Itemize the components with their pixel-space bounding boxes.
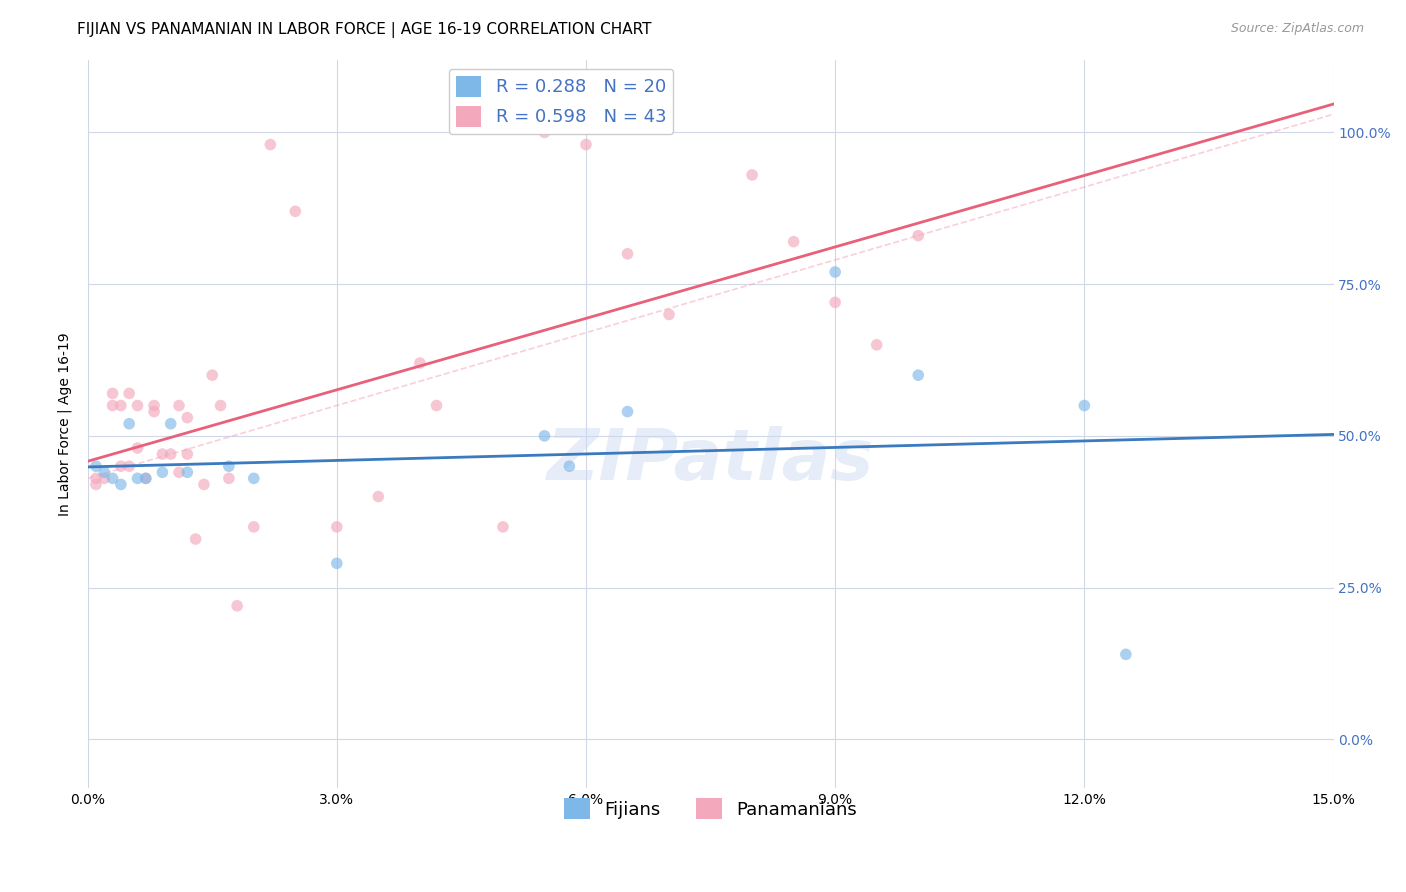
Point xyxy=(209,399,232,413)
Point xyxy=(824,295,846,310)
Point xyxy=(118,417,141,431)
Point xyxy=(741,168,763,182)
Point xyxy=(575,137,598,152)
Point xyxy=(101,399,124,413)
Point xyxy=(84,459,107,474)
Point xyxy=(367,490,389,504)
Point xyxy=(101,386,124,401)
Legend: Fijians, Panamanians: Fijians, Panamanians xyxy=(557,791,865,826)
Point xyxy=(127,399,149,413)
Point xyxy=(193,477,215,491)
Point xyxy=(242,471,264,485)
Point xyxy=(1115,648,1137,662)
Point xyxy=(326,557,349,571)
Point xyxy=(782,235,804,249)
Point xyxy=(127,471,149,485)
Point xyxy=(242,520,264,534)
Point xyxy=(907,228,929,243)
Point xyxy=(167,399,190,413)
Point xyxy=(93,465,115,479)
Text: ZIPatlas: ZIPatlas xyxy=(547,425,875,495)
Point xyxy=(616,404,638,418)
Point xyxy=(135,471,157,485)
Point xyxy=(425,399,447,413)
Point xyxy=(143,404,166,418)
Point xyxy=(616,247,638,261)
Text: Source: ZipAtlas.com: Source: ZipAtlas.com xyxy=(1230,22,1364,36)
Y-axis label: In Labor Force | Age 16-19: In Labor Force | Age 16-19 xyxy=(58,332,72,516)
Point xyxy=(93,471,115,485)
Point xyxy=(167,465,190,479)
Point xyxy=(259,137,281,152)
Point xyxy=(176,465,198,479)
Point xyxy=(127,441,149,455)
Point xyxy=(866,338,889,352)
Point xyxy=(492,520,515,534)
Text: FIJIAN VS PANAMANIAN IN LABOR FORCE | AGE 16-19 CORRELATION CHART: FIJIAN VS PANAMANIAN IN LABOR FORCE | AG… xyxy=(77,22,652,38)
Point xyxy=(533,429,555,443)
Point xyxy=(110,399,132,413)
Point xyxy=(118,386,141,401)
Point xyxy=(184,532,207,546)
Point xyxy=(135,471,157,485)
Point xyxy=(218,459,240,474)
Point xyxy=(159,447,181,461)
Point xyxy=(326,520,349,534)
Point xyxy=(824,265,846,279)
Point xyxy=(658,308,681,322)
Point xyxy=(118,459,141,474)
Point xyxy=(176,447,198,461)
Point xyxy=(201,368,224,383)
Point xyxy=(152,447,174,461)
Point xyxy=(558,459,581,474)
Point xyxy=(533,125,555,139)
Point xyxy=(152,465,174,479)
Point xyxy=(84,471,107,485)
Point xyxy=(110,459,132,474)
Point xyxy=(284,204,307,219)
Point xyxy=(159,417,181,431)
Point xyxy=(101,471,124,485)
Point xyxy=(176,410,198,425)
Point xyxy=(226,599,249,613)
Point xyxy=(1073,399,1095,413)
Point xyxy=(218,471,240,485)
Point xyxy=(110,477,132,491)
Point xyxy=(143,399,166,413)
Point xyxy=(907,368,929,383)
Point xyxy=(84,477,107,491)
Point xyxy=(409,356,432,370)
